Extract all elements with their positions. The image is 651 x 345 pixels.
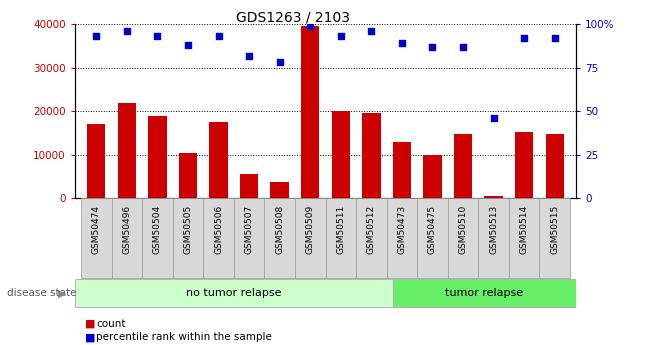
Point [458, 44, 468, 50]
Point [335, 33, 346, 39]
Text: GSM50512: GSM50512 [367, 205, 376, 254]
FancyBboxPatch shape [142, 198, 173, 278]
FancyBboxPatch shape [387, 198, 417, 278]
FancyBboxPatch shape [417, 198, 448, 278]
FancyBboxPatch shape [540, 198, 570, 278]
Text: GSM50513: GSM50513 [489, 205, 498, 254]
FancyBboxPatch shape [448, 198, 478, 278]
Bar [546, 134, 564, 198]
Text: GSM50505: GSM50505 [184, 205, 193, 254]
Text: GSM50496: GSM50496 [122, 205, 132, 254]
Text: GSM50515: GSM50515 [550, 205, 559, 254]
Text: ■: ■ [85, 319, 95, 328]
Point [519, 35, 529, 41]
Text: no tumor relapse: no tumor relapse [186, 288, 281, 298]
FancyBboxPatch shape [356, 198, 387, 278]
Bar [301, 26, 320, 198]
Bar [515, 132, 533, 198]
Bar [87, 124, 105, 198]
Bar [362, 114, 381, 198]
Bar [148, 116, 167, 198]
Text: GSM50504: GSM50504 [153, 205, 162, 254]
Text: GSM50506: GSM50506 [214, 205, 223, 254]
FancyBboxPatch shape [111, 198, 142, 278]
FancyBboxPatch shape [393, 279, 576, 307]
Text: ▶: ▶ [57, 288, 66, 298]
Text: GSM50511: GSM50511 [337, 205, 345, 254]
Text: GSM50507: GSM50507 [245, 205, 254, 254]
Bar [393, 142, 411, 198]
Bar [423, 155, 441, 198]
Point [275, 60, 285, 65]
FancyBboxPatch shape [173, 198, 203, 278]
Bar [454, 134, 472, 198]
Text: GSM50474: GSM50474 [92, 205, 101, 254]
Bar [179, 152, 197, 198]
Point [305, 23, 316, 29]
FancyBboxPatch shape [295, 198, 326, 278]
Point [366, 28, 376, 34]
FancyBboxPatch shape [326, 198, 356, 278]
Point [122, 28, 132, 34]
Point [488, 116, 499, 121]
FancyBboxPatch shape [81, 198, 111, 278]
Point [91, 33, 102, 39]
Point [183, 42, 193, 48]
Bar [270, 182, 289, 198]
Text: ■: ■ [85, 333, 95, 342]
Bar [210, 122, 228, 198]
FancyBboxPatch shape [234, 198, 264, 278]
Text: disease state: disease state [7, 288, 76, 298]
FancyBboxPatch shape [509, 198, 540, 278]
FancyBboxPatch shape [478, 198, 509, 278]
Point [214, 33, 224, 39]
Point [549, 35, 560, 41]
Bar [118, 102, 136, 198]
FancyBboxPatch shape [75, 279, 393, 307]
Point [152, 33, 163, 39]
Text: GSM50508: GSM50508 [275, 205, 284, 254]
Text: GSM50514: GSM50514 [519, 205, 529, 254]
Text: GSM50475: GSM50475 [428, 205, 437, 254]
Text: count: count [96, 319, 126, 328]
Text: tumor relapse: tumor relapse [445, 288, 523, 298]
Bar [240, 175, 258, 198]
Text: percentile rank within the sample: percentile rank within the sample [96, 333, 272, 342]
FancyBboxPatch shape [203, 198, 234, 278]
Text: GSM50473: GSM50473 [397, 205, 406, 254]
Text: GDS1263 / 2103: GDS1263 / 2103 [236, 10, 350, 24]
Point [396, 41, 407, 46]
Point [244, 53, 255, 58]
Text: GSM50510: GSM50510 [458, 205, 467, 254]
FancyBboxPatch shape [264, 198, 295, 278]
Bar [331, 111, 350, 198]
Point [427, 44, 437, 50]
Text: GSM50509: GSM50509 [306, 205, 314, 254]
Bar [484, 196, 503, 198]
